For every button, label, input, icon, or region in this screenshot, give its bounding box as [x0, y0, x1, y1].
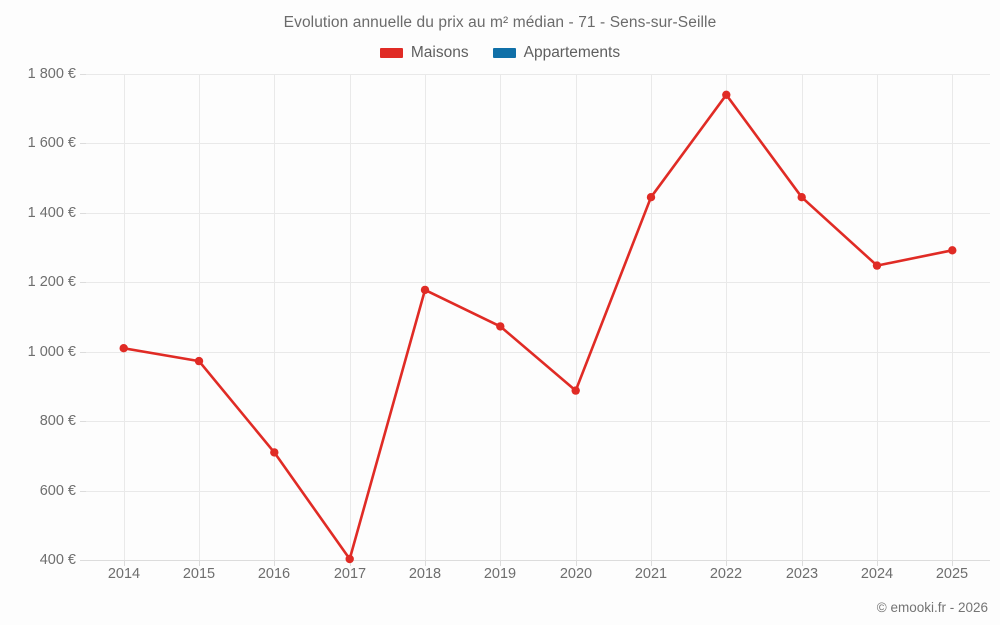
chart-title: Evolution annuelle du prix au m² médian …	[283, 14, 717, 31]
data-point-maisons[interactable]	[496, 322, 505, 331]
y-axis-label: 800 €	[39, 413, 76, 429]
x-gridline	[651, 74, 652, 560]
y-axis-tick	[80, 282, 86, 283]
data-point-maisons[interactable]	[571, 386, 580, 395]
x-axis-tick	[952, 560, 953, 566]
data-point-maisons[interactable]	[270, 448, 279, 457]
y-axis-label: 1 600 €	[27, 135, 76, 151]
y-axis-label: 600 €	[39, 483, 76, 499]
data-point-maisons[interactable]	[345, 554, 354, 564]
legend-swatch-appartements	[492, 48, 516, 58]
x-axis-tick	[877, 560, 878, 566]
x-gridline	[802, 74, 803, 560]
x-gridline	[425, 74, 426, 560]
series-line-maisons	[122, 93, 954, 561]
data-point-maisons[interactable]	[722, 90, 731, 100]
y-axis-tick	[80, 560, 86, 561]
x-axis-label: 2022	[709, 566, 743, 582]
x-axis-label: 2024	[860, 566, 894, 582]
x-axis-label: 2020	[559, 566, 593, 582]
y-gridline	[86, 74, 990, 75]
x-gridline	[274, 74, 275, 560]
x-axis-label: 2019	[483, 566, 517, 582]
y-gridline	[86, 491, 990, 492]
x-axis-tick	[500, 560, 501, 566]
y-axis-tick	[80, 74, 86, 75]
x-axis-tick	[651, 560, 652, 566]
y-axis-label: 1 800 €	[27, 66, 76, 82]
x-axis-tick	[199, 560, 200, 566]
x-axis-label: 2021	[634, 566, 668, 582]
x-gridline	[199, 74, 200, 560]
y-gridline	[86, 352, 990, 353]
y-gridline	[86, 213, 990, 214]
y-axis-tick	[80, 421, 86, 422]
x-gridline	[952, 74, 953, 560]
y-axis-tick	[80, 491, 86, 492]
data-point-maisons[interactable]	[797, 193, 806, 202]
x-axis-tick	[726, 560, 727, 566]
legend-label-maisons: Maisons	[410, 44, 469, 61]
y-axis-label: 1 200 €	[27, 274, 76, 290]
x-gridline	[576, 74, 577, 560]
legend-label-appartements: Appartements	[523, 44, 621, 61]
data-point-maisons[interactable]	[119, 344, 128, 353]
data-point-maisons[interactable]	[948, 246, 957, 255]
x-axis-tick	[425, 560, 426, 566]
y-axis-tick	[80, 352, 86, 353]
data-point-maisons[interactable]	[872, 261, 882, 270]
chart-legend: Maisons Appartements	[0, 44, 1000, 62]
y-gridline	[86, 143, 990, 144]
x-axis-tick	[124, 560, 125, 566]
x-gridline	[500, 74, 501, 560]
x-axis-label: 2023	[785, 566, 819, 582]
y-axis-tick	[80, 213, 86, 214]
data-point-maisons[interactable]	[194, 356, 204, 366]
x-axis-label: 2025	[935, 566, 969, 582]
x-axis-label: 2014	[107, 566, 141, 582]
x-gridline	[350, 74, 351, 560]
x-axis-label: 2017	[333, 566, 367, 582]
data-point-maisons[interactable]	[646, 193, 656, 202]
y-axis-tick	[80, 143, 86, 144]
y-axis-label: 1 400 €	[27, 205, 76, 221]
y-axis-label: 1 000 €	[27, 344, 76, 360]
data-point-maisons[interactable]	[420, 285, 430, 295]
y-gridline	[86, 282, 990, 283]
legend-item-appartements[interactable]: Appartements	[492, 44, 621, 62]
y-gridline	[86, 421, 990, 422]
x-axis-line	[86, 560, 990, 561]
x-gridline	[726, 74, 727, 560]
x-axis-tick	[576, 560, 577, 566]
legend-item-maisons[interactable]: Maisons	[379, 44, 469, 62]
chart-credit: © emooki.fr - 2026	[876, 600, 988, 615]
x-axis-tick	[274, 560, 275, 566]
x-axis-label: 2016	[257, 566, 291, 582]
y-axis-label: 400 €	[39, 552, 76, 568]
x-axis-label: 2015	[182, 566, 216, 582]
x-axis-tick	[802, 560, 803, 566]
x-gridline	[877, 74, 878, 560]
x-gridline	[124, 74, 125, 560]
x-axis-label: 2018	[408, 566, 442, 582]
legend-swatch-maisons	[379, 48, 403, 58]
